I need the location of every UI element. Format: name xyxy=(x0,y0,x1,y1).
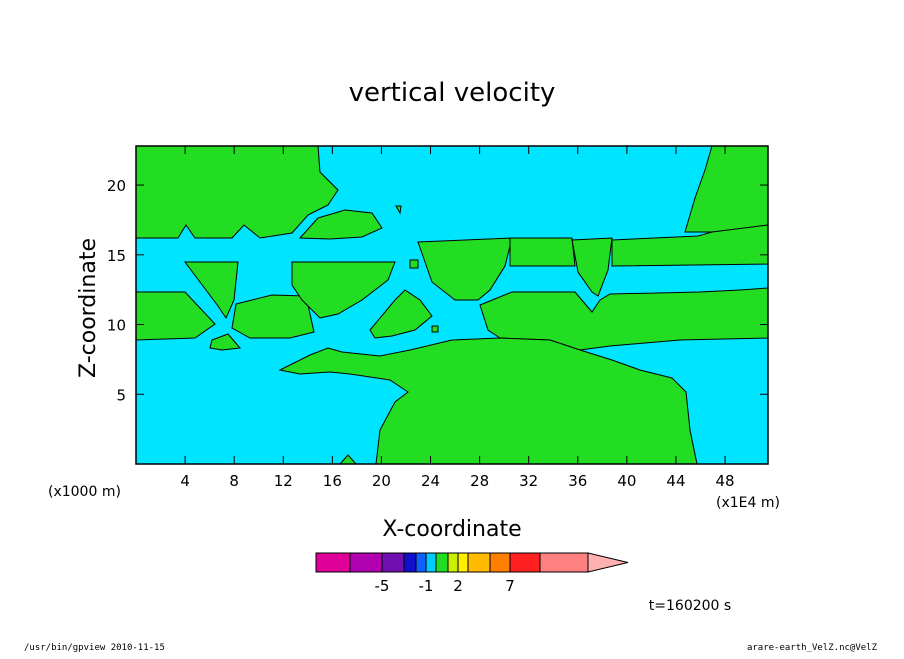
colorbar-label: 7 xyxy=(505,577,515,595)
x-tick-label: 48 xyxy=(716,472,735,490)
footer-file-variable: arare-earth_VelZ.nc@VelZ xyxy=(747,643,878,653)
x-tick-label: 16 xyxy=(323,472,342,490)
x-unit-label: (x1E4 m) xyxy=(716,495,780,511)
y-tick-label: 15 xyxy=(107,247,126,265)
y-unit-label: (x1000 m) xyxy=(48,484,121,500)
colorbar-cell xyxy=(435,552,449,573)
colorbar-cell xyxy=(539,552,589,573)
colorbar-cell xyxy=(457,552,469,573)
inverted-cell-3 xyxy=(291,261,396,319)
lower-main-positive-region xyxy=(278,337,698,465)
top-small-patch xyxy=(395,205,402,215)
upper-middle-positive-region xyxy=(298,209,383,240)
x-tick-label: 12 xyxy=(274,472,293,490)
colorbar-cell xyxy=(447,552,459,573)
colorbar-label: -5 xyxy=(375,577,390,595)
inverted-cell-6 xyxy=(571,237,613,297)
y-axis-ticks: 5 10 15 20 xyxy=(107,177,768,404)
x-tick-label: 8 xyxy=(229,472,239,490)
footer-path-date: /usr/bin/gpview 2010-11-15 xyxy=(24,643,165,653)
colorbar xyxy=(315,552,629,573)
x-axis-label: X-coordinate xyxy=(382,517,521,542)
cell-4 xyxy=(369,289,433,339)
colorbar-cell xyxy=(403,552,417,573)
colorbar-cell xyxy=(315,552,351,573)
colorbar-cell xyxy=(489,552,511,573)
inverted-cell-1 xyxy=(184,261,239,320)
cell-2 xyxy=(231,294,315,339)
x-tick-label: 24 xyxy=(421,472,440,490)
small-patch-mid xyxy=(409,259,419,269)
x-tick-label: 40 xyxy=(617,472,636,490)
plot-frame xyxy=(135,145,769,465)
y-tick-label: 5 xyxy=(116,386,126,404)
right-band-middle xyxy=(509,237,576,267)
x-tick-label: 36 xyxy=(568,472,587,490)
positive-velocity-regions xyxy=(135,145,769,465)
colorbar-cell xyxy=(381,552,405,573)
colorbar-label: -1 xyxy=(419,577,434,595)
colorbar-cell xyxy=(467,552,491,573)
colorbar-labels: -5 -1 2 7 xyxy=(375,577,515,595)
colorbar-cell xyxy=(415,552,427,573)
y-axis-label: Z-coordinate xyxy=(76,238,101,378)
colorbar-label: 2 xyxy=(453,577,463,595)
x-tick-label: 32 xyxy=(519,472,538,490)
upper-left-positive-region xyxy=(135,145,339,239)
colorbar-cell xyxy=(349,552,383,573)
x-axis-ticks: 4 8 12 16 20 24 28 32 36 40 44 48 xyxy=(180,146,735,490)
small-cell-below xyxy=(209,333,241,351)
colorbar-overflow-arrow xyxy=(587,552,629,573)
time-label: t=160200 s xyxy=(649,598,731,614)
chart-title: vertical velocity xyxy=(349,78,556,108)
tiny-patch xyxy=(431,325,439,333)
x-tick-label: 44 xyxy=(666,472,685,490)
y-tick-label: 20 xyxy=(107,177,126,195)
x-tick-label: 4 xyxy=(180,472,190,490)
x-tick-label: 28 xyxy=(470,472,489,490)
y-tick-label: 10 xyxy=(107,317,126,335)
x-tick-label: 20 xyxy=(372,472,391,490)
colorbar-cell xyxy=(509,552,541,573)
colorbar-cell xyxy=(425,552,437,573)
